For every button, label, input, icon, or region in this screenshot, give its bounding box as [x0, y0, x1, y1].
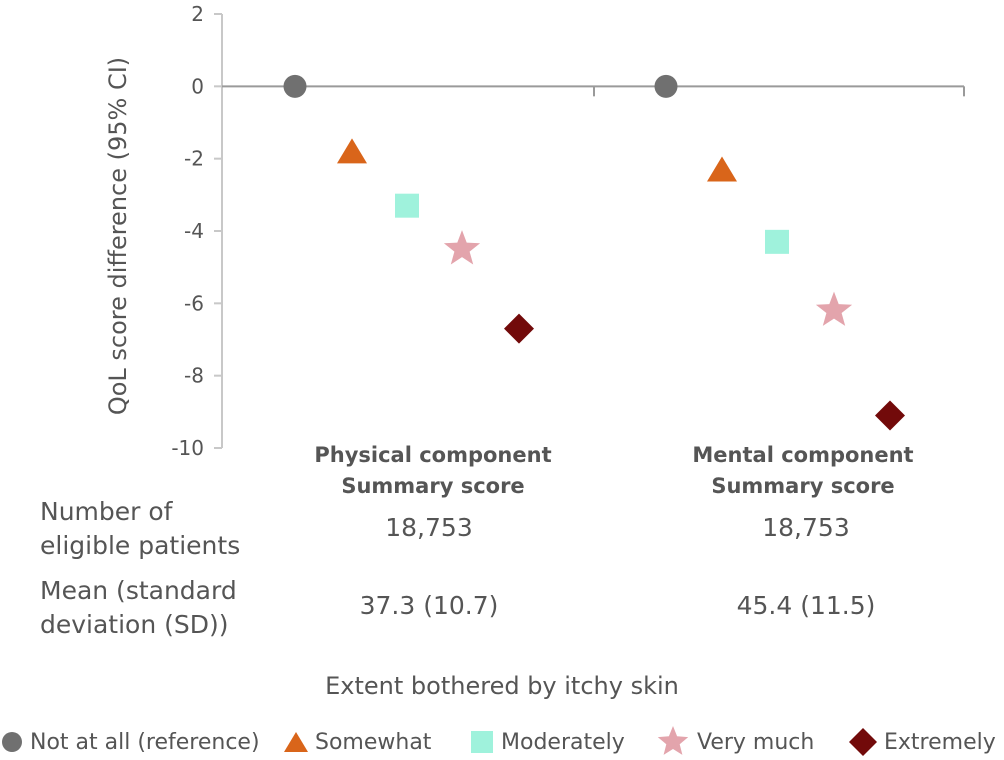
legend-item-very-much: Very much	[655, 724, 814, 760]
row-label-eligible-patients-line2: eligible patients	[40, 531, 241, 560]
physical-mean-sd-value: 37.3 (10.7)	[359, 591, 499, 620]
row-label-eligible-patients-line1: Number of	[40, 497, 173, 526]
group-title-physical: Physical component Summary score	[300, 440, 566, 502]
physical-n-value: 18,753	[385, 513, 473, 542]
marker-square-group-1	[395, 193, 419, 218]
row-label-mean-sd-line2: deviation (SD))	[40, 610, 229, 639]
marker-square-group-2	[765, 229, 789, 254]
marker-star-group-2	[815, 291, 853, 326]
row-label-mean-sd-line1: Mean (standard	[40, 576, 237, 605]
legend-item-moderately: Moderately	[469, 724, 625, 760]
legend-label-moderately: Moderately	[501, 729, 625, 755]
marker-circle-group-1	[283, 74, 307, 98]
y-tick-label: -6	[184, 291, 204, 315]
marker-triangle-group-2	[707, 156, 737, 182]
legend-label-somewhat: Somewhat	[315, 729, 432, 755]
legend-label-very-much: Very much	[697, 729, 815, 755]
legend: Not at all (reference) Somewhat Moderate…	[0, 724, 1004, 760]
axes: 2 0 -2 -4 -6 -8 -10	[171, 2, 965, 460]
legend-label-extremely: Extremely	[884, 729, 996, 755]
group-title-mental-line1: Mental component	[692, 443, 914, 467]
group-title-mental: Mental component Summary score	[670, 440, 936, 502]
group-title-mental-line2: Summary score	[711, 474, 895, 498]
marker-triangle-group-1	[337, 138, 367, 164]
legend-label-not-at-all: Not at all (reference)	[30, 729, 260, 755]
marker-circle-group-2	[654, 74, 678, 98]
legend-item-extremely: Extremely	[848, 724, 996, 760]
y-tick-label: -10	[171, 436, 204, 460]
group-title-physical-line2: Summary score	[341, 474, 525, 498]
mental-mean-sd-value: 45.4 (11.5)	[736, 591, 876, 620]
row-label-eligible-patients: Number of eligible patients	[40, 495, 240, 563]
triangle-marker-icon	[284, 732, 308, 752]
marker-diamond-group-1	[504, 313, 534, 344]
row-label-mean-sd: Mean (standard deviation (SD))	[40, 574, 237, 642]
y-tick-label: -8	[184, 364, 204, 388]
y-tick-label: -4	[184, 219, 204, 243]
scatter-plot: 2 0 -2 -4 -6 -8 -10 QoL score difference (95% …	[104, 2, 965, 460]
y-tick-label: 2	[191, 2, 204, 26]
x-axis-label: Extent bothered by itchy skin	[325, 672, 679, 700]
group-title-physical-line1: Physical component	[314, 443, 552, 467]
y-tick-label: 0	[191, 74, 204, 98]
diamond-marker-icon	[849, 728, 877, 756]
marker-diamond-group-2	[875, 400, 905, 431]
legend-item-not-at-all: Not at all (reference)	[0, 724, 260, 760]
y-tick-label: -2	[184, 147, 204, 171]
data-markers	[283, 74, 905, 431]
square-marker-icon	[471, 731, 493, 753]
circle-marker-icon	[2, 732, 22, 752]
mental-n-value: 18,753	[762, 513, 850, 542]
legend-item-somewhat: Somewhat	[283, 724, 431, 760]
star-marker-icon	[657, 726, 689, 755]
y-axis-label: QoL score difference (95% CI)	[104, 57, 132, 415]
marker-star-group-1	[443, 230, 481, 265]
